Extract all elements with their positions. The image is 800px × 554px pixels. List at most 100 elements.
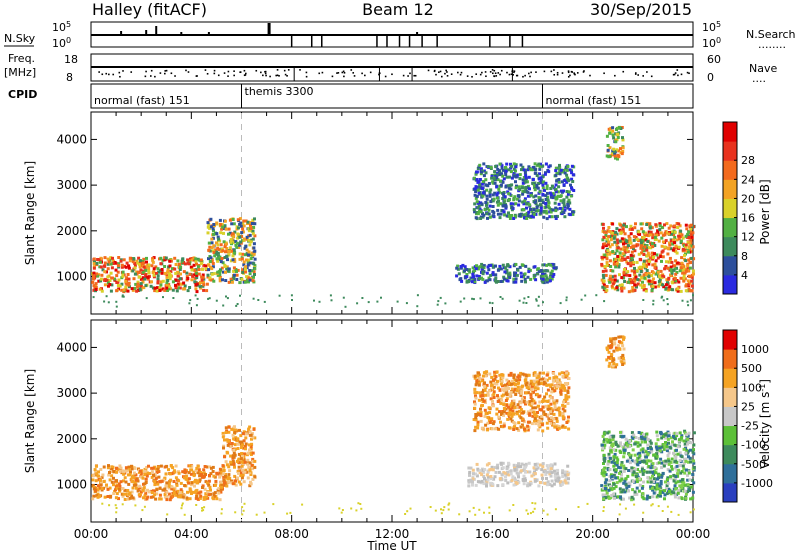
data-cell	[627, 244, 630, 247]
data-cell	[503, 270, 507, 274]
data-cell	[606, 229, 610, 233]
data-cell	[248, 429, 252, 433]
data-cell	[229, 238, 233, 242]
data-cell	[179, 493, 183, 497]
data-cell	[225, 255, 229, 258]
data-cell	[602, 486, 606, 490]
data-cell	[168, 259, 172, 263]
data-cell	[615, 243, 619, 247]
data-cell	[204, 480, 208, 484]
data-cell	[530, 402, 534, 406]
data-cell	[158, 493, 162, 497]
nave-dot	[305, 71, 308, 74]
data-cell	[488, 468, 492, 472]
data-cell	[232, 269, 236, 273]
data-cell	[527, 461, 531, 465]
data-cell	[172, 297, 175, 299]
data-cell	[128, 259, 132, 263]
data-cell	[682, 273, 686, 277]
data-cell	[541, 398, 545, 402]
data-cell	[505, 175, 509, 179]
data-cell	[646, 443, 650, 447]
nave-dot	[105, 72, 108, 75]
nave-dot	[164, 70, 167, 72]
data-cell	[223, 265, 227, 268]
data-cell	[100, 289, 104, 293]
data-cell	[513, 476, 516, 480]
data-cell	[613, 496, 616, 500]
data-cell	[122, 295, 125, 298]
data-cell	[220, 247, 224, 251]
data-cell	[249, 253, 253, 257]
data-cell	[532, 473, 536, 477]
data-cell	[644, 231, 648, 235]
data-cell	[613, 240, 617, 244]
nave-dot	[603, 72, 605, 75]
data-cell	[473, 391, 477, 395]
data-cell	[617, 154, 621, 158]
data-cell	[603, 255, 607, 259]
data-cell	[647, 253, 651, 257]
data-cell	[615, 238, 619, 242]
data-cell	[459, 266, 463, 270]
data-cell	[567, 415, 570, 419]
data-cell	[509, 469, 513, 473]
data-cell	[560, 371, 564, 375]
data-cell	[467, 280, 471, 284]
data-cell	[563, 371, 567, 375]
data-cell	[633, 270, 636, 274]
data-cell	[477, 383, 481, 387]
data-cell	[164, 472, 168, 476]
data-cell	[502, 413, 505, 417]
data-cell	[606, 431, 610, 435]
data-cell	[565, 173, 569, 177]
data-cell	[488, 194, 492, 198]
data-cell	[561, 414, 565, 418]
data-cell	[569, 194, 573, 198]
data-cell	[95, 272, 99, 276]
data-cell	[238, 217, 242, 221]
data-cell	[486, 478, 490, 482]
data-cell	[668, 241, 671, 245]
data-cell	[544, 404, 548, 408]
data-cell	[622, 347, 626, 351]
data-cell	[501, 466, 505, 470]
nave-dot	[516, 74, 519, 77]
data-cell	[477, 371, 480, 375]
data-cell	[177, 262, 181, 266]
data-cell	[193, 268, 197, 272]
data-cell	[117, 487, 121, 491]
data-cell	[507, 387, 511, 390]
data-cell	[230, 427, 234, 431]
nave-dot	[637, 74, 639, 76]
data-cell	[202, 283, 206, 287]
data-cell	[211, 265, 215, 269]
data-cell	[607, 350, 611, 354]
data-cell	[491, 209, 495, 213]
data-cell	[662, 447, 666, 451]
data-cell	[472, 208, 476, 212]
data-cell	[481, 187, 484, 191]
data-cell	[677, 234, 681, 238]
data-cell	[481, 403, 484, 407]
data-cell	[680, 233, 684, 237]
data-cell	[252, 252, 256, 256]
data-cell	[493, 377, 497, 381]
data-cell	[675, 448, 678, 452]
data-cell	[673, 264, 677, 268]
data-cell	[218, 269, 222, 273]
data-cell	[227, 430, 231, 434]
data-cell	[673, 484, 677, 488]
data-cell	[127, 264, 131, 268]
data-cell	[499, 280, 503, 283]
data-cell	[649, 485, 653, 489]
data-cell	[654, 259, 658, 263]
data-cell	[641, 280, 644, 284]
data-cell	[214, 483, 217, 487]
data-cell	[679, 239, 683, 243]
data-cell	[156, 277, 160, 281]
data-cell	[248, 261, 252, 265]
data-cell	[522, 275, 526, 279]
data-cell	[614, 156, 617, 160]
data-cell	[615, 249, 619, 253]
